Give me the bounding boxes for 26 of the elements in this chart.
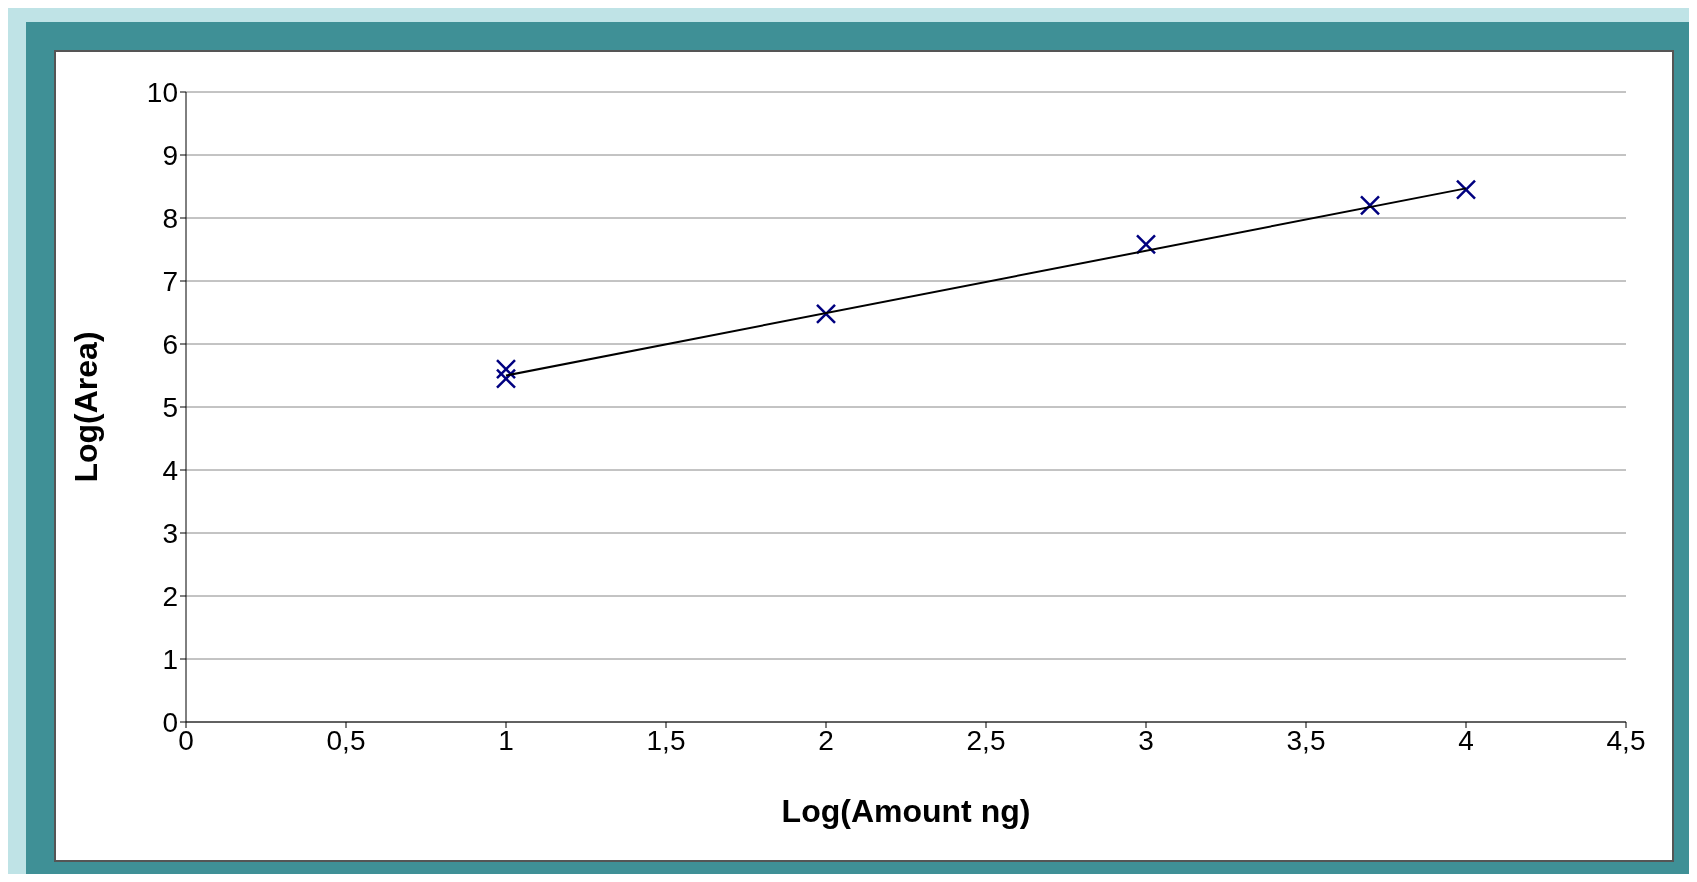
x-tick-label: 1 — [498, 724, 514, 756]
y-tick-label: 3 — [162, 517, 178, 549]
y-tick-label: 6 — [162, 328, 178, 360]
y-tick-label: 4 — [162, 454, 178, 486]
x-tick-label: 2,5 — [966, 724, 1006, 756]
point — [815, 303, 837, 325]
y-tick-label: 10 — [146, 76, 178, 108]
y-tick-label: 9 — [162, 139, 178, 171]
y-axis-title: Log(Area) — [68, 331, 105, 483]
point — [1135, 234, 1157, 255]
x-tick-label: 4 — [1458, 724, 1474, 756]
y-tick-label: 2 — [162, 580, 178, 612]
x-axis-title: Log(Amount ng) — [781, 793, 1031, 829]
y-tick-label: 8 — [162, 202, 178, 234]
x-tick-label: 2 — [818, 724, 834, 756]
y-tick-label: 7 — [162, 265, 178, 297]
x-tick-label: 3 — [1138, 724, 1154, 756]
y-tick-label: 1 — [162, 643, 178, 675]
point — [495, 358, 517, 380]
y-tick-label: 5 — [162, 391, 178, 423]
point — [1455, 179, 1477, 200]
x-tick-label: 1,5 — [646, 724, 686, 756]
x-tick-label: 0,5 — [326, 724, 366, 756]
x-tick-label: 4,5 — [1606, 724, 1646, 756]
x-tick-label: 3,5 — [1286, 724, 1326, 756]
point — [495, 368, 517, 389]
